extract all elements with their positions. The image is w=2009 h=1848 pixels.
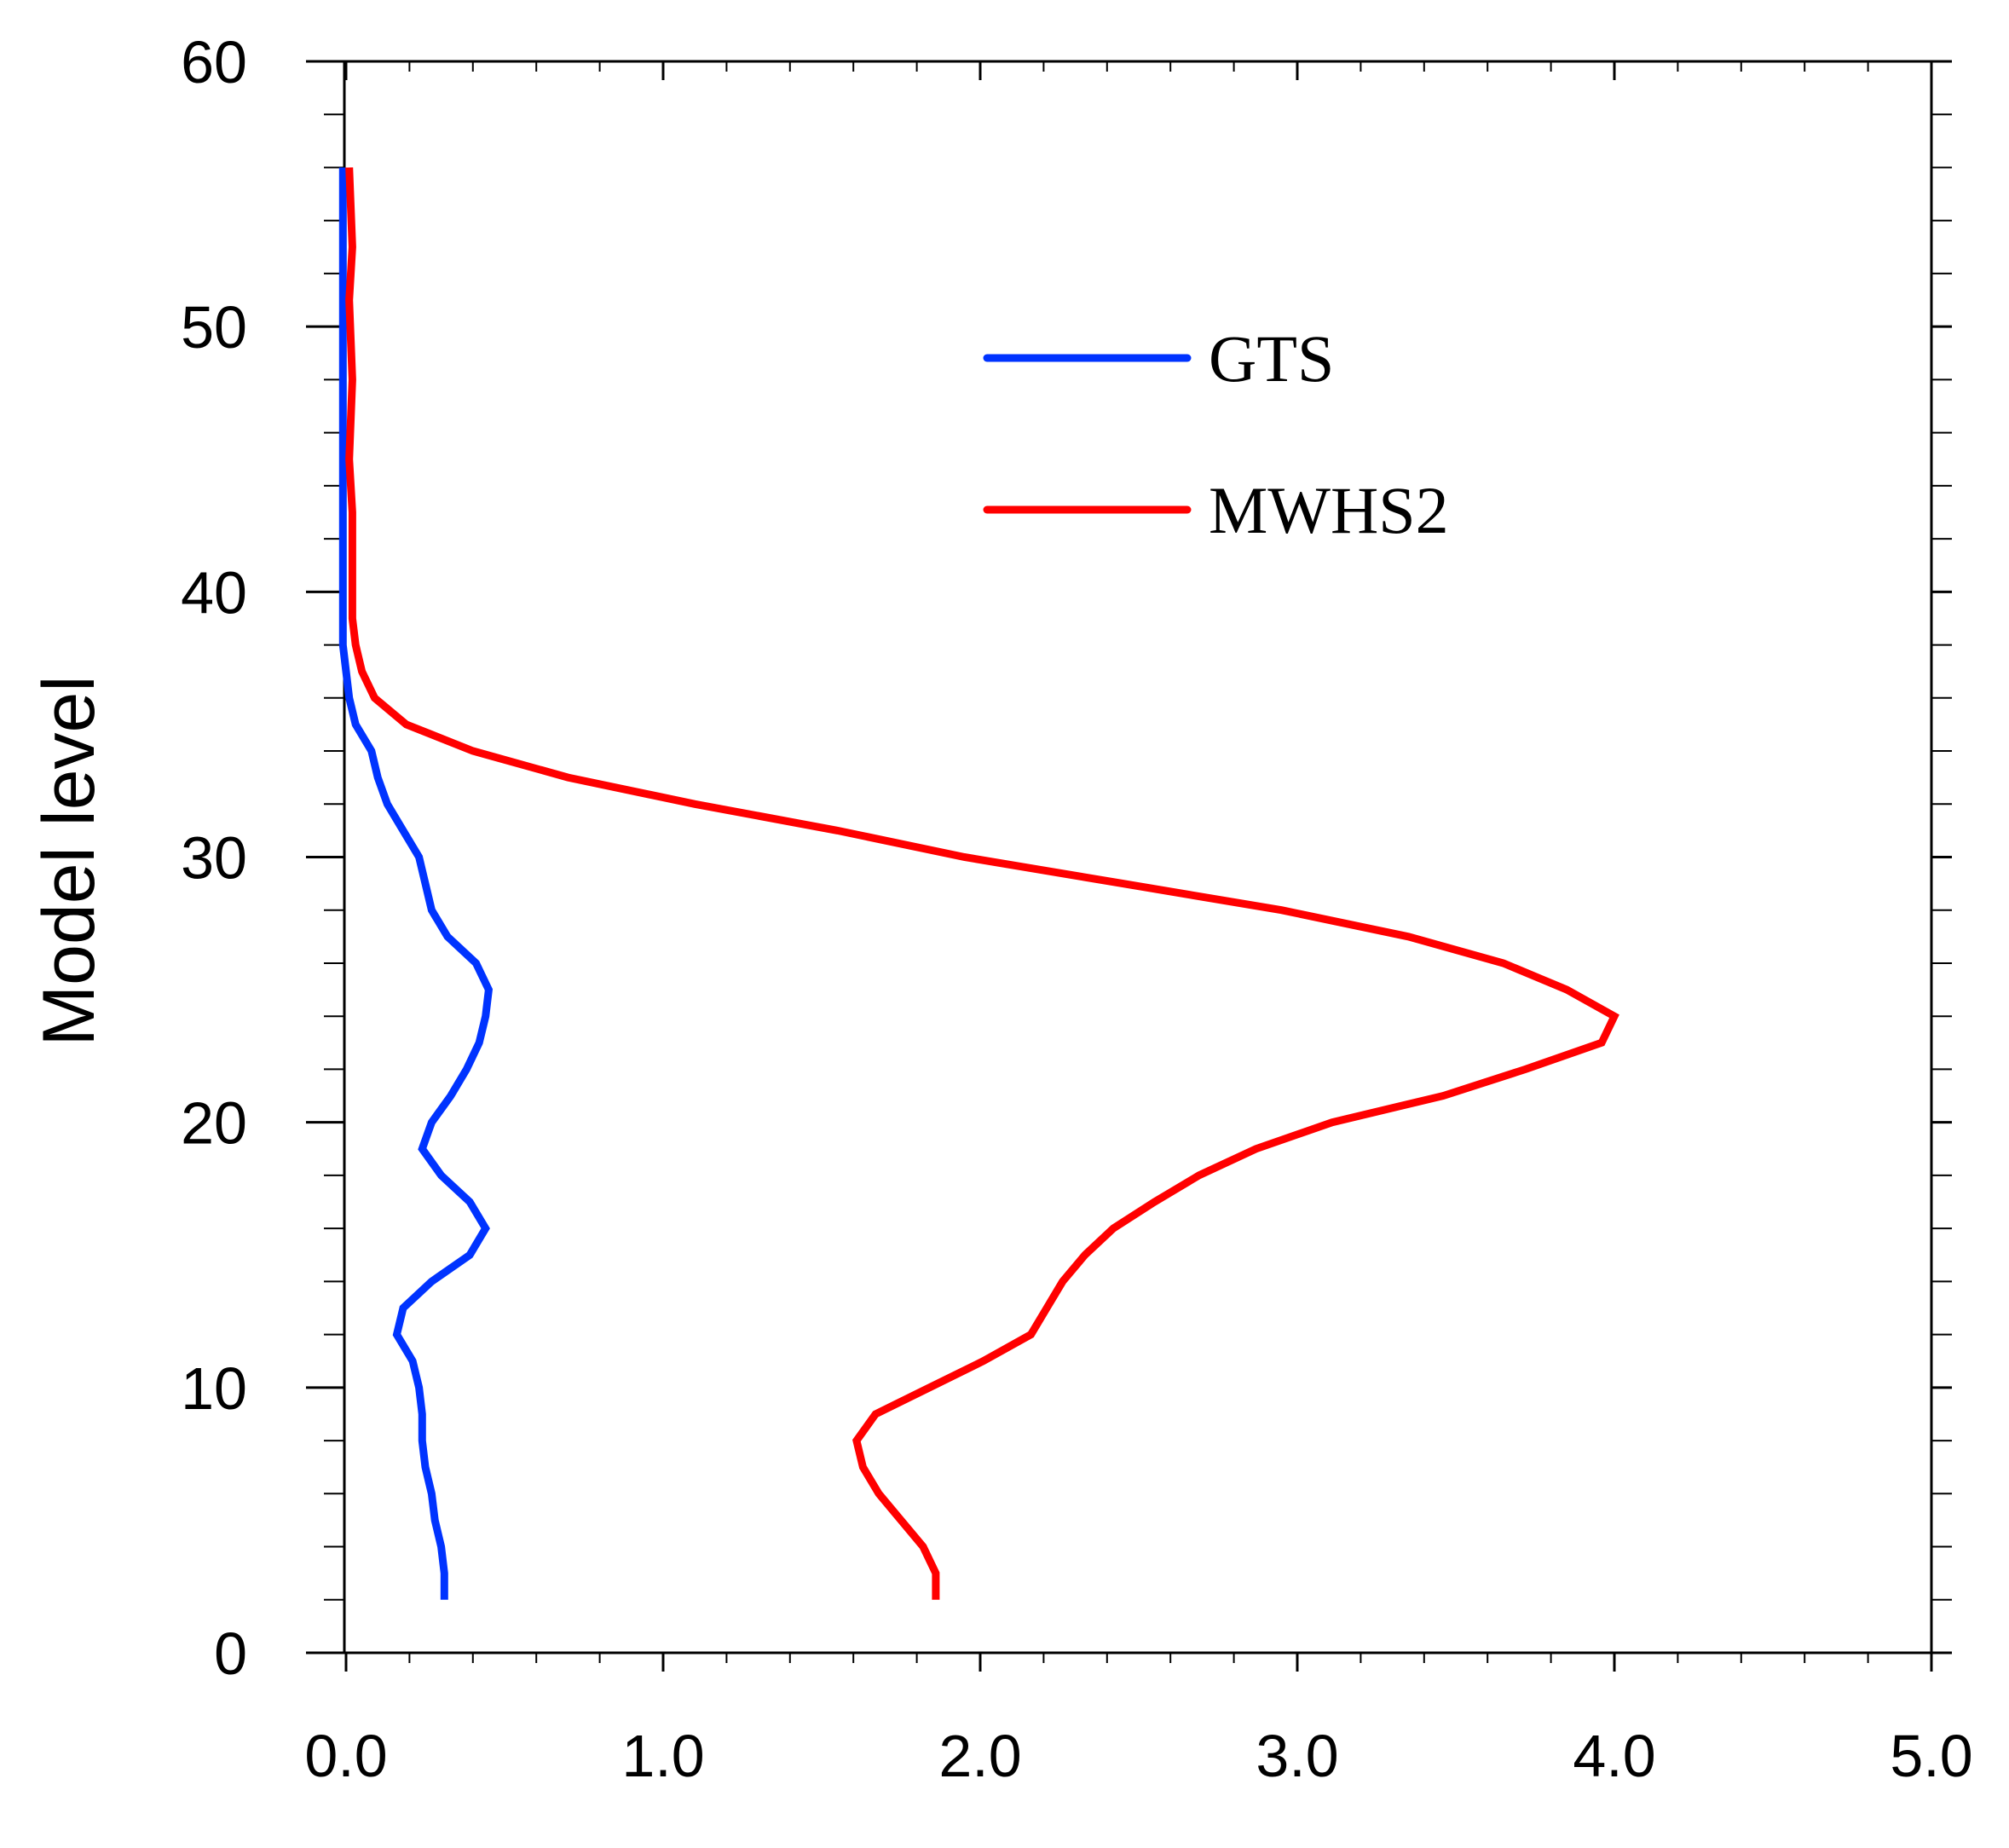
y-tick-label: 50 [181,294,247,361]
legend: GTS MWHS2 [983,321,1449,547]
x-tick-label: 4.0 [1573,1723,1655,1789]
y-tick-label: 60 [181,29,247,95]
x-tick-label: 5.0 [1890,1723,1972,1789]
legend-label-gts: GTS [1209,321,1334,396]
x-tick-label: 1.0 [621,1723,704,1789]
series-line-gts [338,167,494,1600]
x-tick-label: 2.0 [938,1723,1021,1789]
x-tick-labels: 0.0 1.0 2.0 3.0 4.0 5.0 [304,1723,1972,1789]
y-tick-label: 20 [181,1090,247,1157]
y-tick-label: 40 [181,559,247,626]
series-line-mwhs2 [345,167,1619,1600]
series-layer [338,167,1619,1600]
y-tick-labels: 0 10 20 30 40 50 60 [181,29,247,1687]
x-tick-label: 0.0 [304,1723,387,1789]
y-axis-title: Model level [28,676,110,1047]
y-tick-label: 30 [181,825,247,892]
major-ticks [306,60,1952,1672]
minor-ticks [324,61,1952,1663]
x-tick-label: 3.0 [1256,1723,1338,1789]
plot-frame [343,60,1933,1655]
legend-label-mwhs2: MWHS2 [1209,473,1449,547]
y-tick-label: 10 [181,1355,247,1422]
y-tick-label: 0 [214,1620,247,1687]
